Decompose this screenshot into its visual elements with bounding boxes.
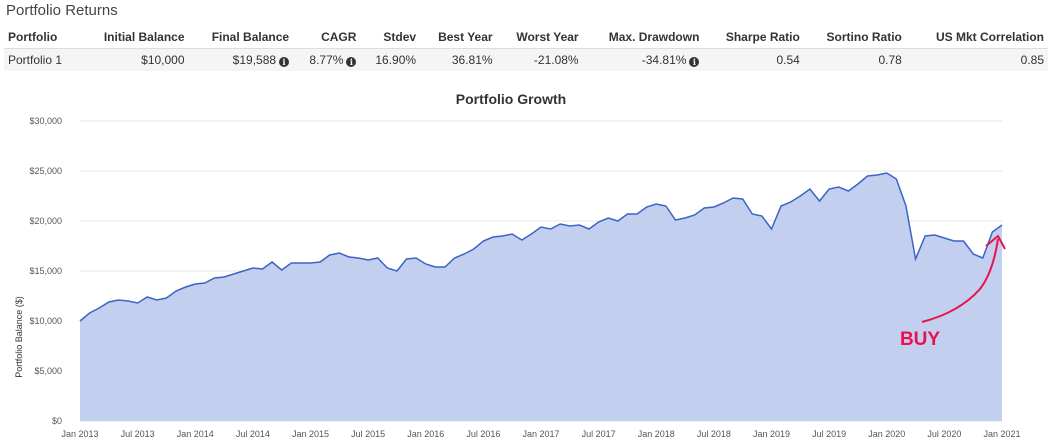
col-header-max-drawdown: Max. Drawdown xyxy=(582,27,704,49)
col-header-sortino-ratio: Sortino Ratio xyxy=(803,27,906,49)
x-tick-label: Jan 2014 xyxy=(177,429,214,439)
col-header-us-mkt-correlation: US Mkt Correlation xyxy=(905,27,1048,49)
portfolio-growth-chart: Portfolio Growth $0$5,000$10,000$15,000$… xyxy=(14,91,1021,439)
cell-stdev: 16.90% xyxy=(360,48,421,71)
col-header-best-year: Best Year xyxy=(420,27,497,49)
table-row: Portfolio 1 $10,000 $19,588 i 8.77% i 16.9… xyxy=(4,48,1048,71)
buy-arrowhead xyxy=(985,234,1006,250)
y-axis-ticks: $0 $5,000 $10,000 $15,000 $20,000 $25,000 $30,… xyxy=(29,116,62,426)
cell-worst-year: -21.08% xyxy=(496,48,583,71)
portfolio-balance-line xyxy=(79,172,1003,322)
buy-arrow-annotation xyxy=(921,238,999,323)
x-tick-label: Jul 2015 xyxy=(351,429,385,439)
info-circle-icon[interactable]: i xyxy=(279,57,290,67)
cell-final-balance: $19,588 i xyxy=(188,48,294,71)
cell-sharpe-ratio: 0.54 xyxy=(703,48,804,71)
info-circle-icon[interactable]: i xyxy=(689,57,700,67)
cagr-value: 8.77% xyxy=(309,53,344,67)
max-drawdown-value: -34.81% xyxy=(641,53,687,67)
info-circle-icon[interactable]: i xyxy=(346,57,357,67)
y-tick-label: $30,000 xyxy=(29,116,62,126)
cell-best-year: 36.81% xyxy=(420,48,497,71)
col-header-portfolio: Portfolio xyxy=(4,27,80,49)
x-tick-label: Jul 2016 xyxy=(466,429,500,439)
x-tick-label: Jul 2017 xyxy=(582,429,616,439)
cell-sortino-ratio: 0.78 xyxy=(803,48,906,71)
x-tick-label: Jan 2019 xyxy=(753,429,790,439)
col-header-worst-year: Worst Year xyxy=(496,27,583,49)
cell-max-drawdown: -34.81% i xyxy=(582,48,704,71)
col-header-cagr: CAGR xyxy=(293,27,361,49)
x-tick-label: Jul 2019 xyxy=(812,429,846,439)
col-header-sharpe-ratio: Sharpe Ratio xyxy=(703,27,804,49)
x-tick-label: Jan 2017 xyxy=(522,429,559,439)
buy-annotation-label: BUY xyxy=(900,329,940,350)
cell-us-mkt-correlation: 0.85 xyxy=(905,48,1048,71)
y-tick-label: $15,000 xyxy=(29,266,62,276)
y-axis-label: Portfolio Balance ($) xyxy=(14,296,24,378)
section-title: Portfolio Returns xyxy=(6,2,118,19)
table-header-row: Portfolio Initial Balance Final Balance … xyxy=(4,27,1048,49)
cell-portfolio: Portfolio 1 xyxy=(4,48,80,71)
x-tick-label: Jul 2014 xyxy=(236,429,270,439)
cell-cagr: 8.77% i xyxy=(293,48,361,71)
col-header-initial-balance: Initial Balance xyxy=(79,27,189,49)
y-tick-label: $25,000 xyxy=(29,166,62,176)
chart-title: Portfolio Growth xyxy=(456,91,566,107)
y-tick-label: $20,000 xyxy=(29,216,62,226)
col-header-stdev: Stdev xyxy=(360,27,421,49)
y-tick-label: $0 xyxy=(52,416,62,426)
x-tick-label: Jul 2013 xyxy=(121,429,155,439)
x-axis-ticks: Jan 2013 Jul 2013 Jan 2014 Jul 2014 Jan 2015… xyxy=(61,429,1020,439)
x-tick-label: Jan 2013 xyxy=(61,429,98,439)
x-tick-label: Jul 2020 xyxy=(927,429,961,439)
x-tick-label: Jan 2018 xyxy=(638,429,675,439)
x-tick-label: Jan 2020 xyxy=(868,429,905,439)
portfolio-area-fill xyxy=(80,173,1002,421)
col-header-final-balance: Final Balance xyxy=(188,27,294,49)
portfolio-returns-table: Portfolio Initial Balance Final Balance … xyxy=(4,27,1048,71)
x-tick-label: Jan 2016 xyxy=(407,429,444,439)
x-tick-label: Jul 2018 xyxy=(697,429,731,439)
cell-initial-balance: $10,000 xyxy=(79,48,189,71)
x-tick-label: Jan 2021 xyxy=(983,429,1020,439)
y-tick-label: $5,000 xyxy=(34,366,62,376)
final-balance-value: $19,588 xyxy=(232,53,277,67)
x-tick-label: Jan 2015 xyxy=(292,429,329,439)
y-tick-label: $10,000 xyxy=(29,316,62,326)
